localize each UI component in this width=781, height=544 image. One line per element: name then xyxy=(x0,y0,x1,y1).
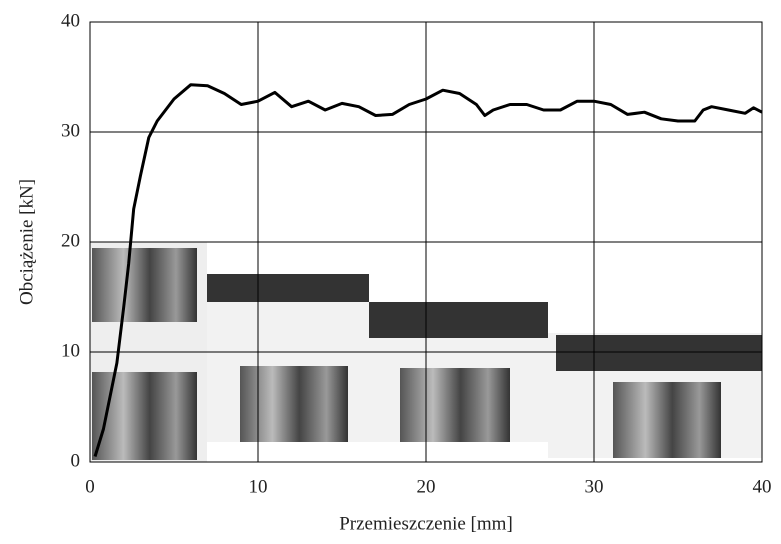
x-tick-label: 20 xyxy=(417,476,436,497)
x-tick-label: 30 xyxy=(585,476,604,497)
data-line xyxy=(93,83,763,457)
y-tick-label: 0 xyxy=(71,450,81,471)
photo-part xyxy=(613,382,721,458)
y-tick-label: 20 xyxy=(61,230,80,251)
photo-part xyxy=(556,335,762,371)
x-tick-label: 0 xyxy=(85,476,95,497)
y-tick-label: 10 xyxy=(61,340,80,361)
x-tick-label: 10 xyxy=(249,476,268,497)
photo-part xyxy=(240,366,348,442)
y-axis-label: Obciążenie [kN] xyxy=(16,179,37,305)
photo-part xyxy=(207,274,369,302)
y-tick-label: 40 xyxy=(61,10,80,31)
photo-part xyxy=(92,372,197,460)
x-axis-label: Przemieszczenie [mm] xyxy=(339,513,513,534)
y-tick-label: 30 xyxy=(61,120,80,141)
photos xyxy=(90,242,762,462)
photo-part xyxy=(369,302,548,338)
x-tick-label: 40 xyxy=(753,476,772,497)
photo-part xyxy=(400,368,510,442)
photo-part xyxy=(92,248,197,322)
